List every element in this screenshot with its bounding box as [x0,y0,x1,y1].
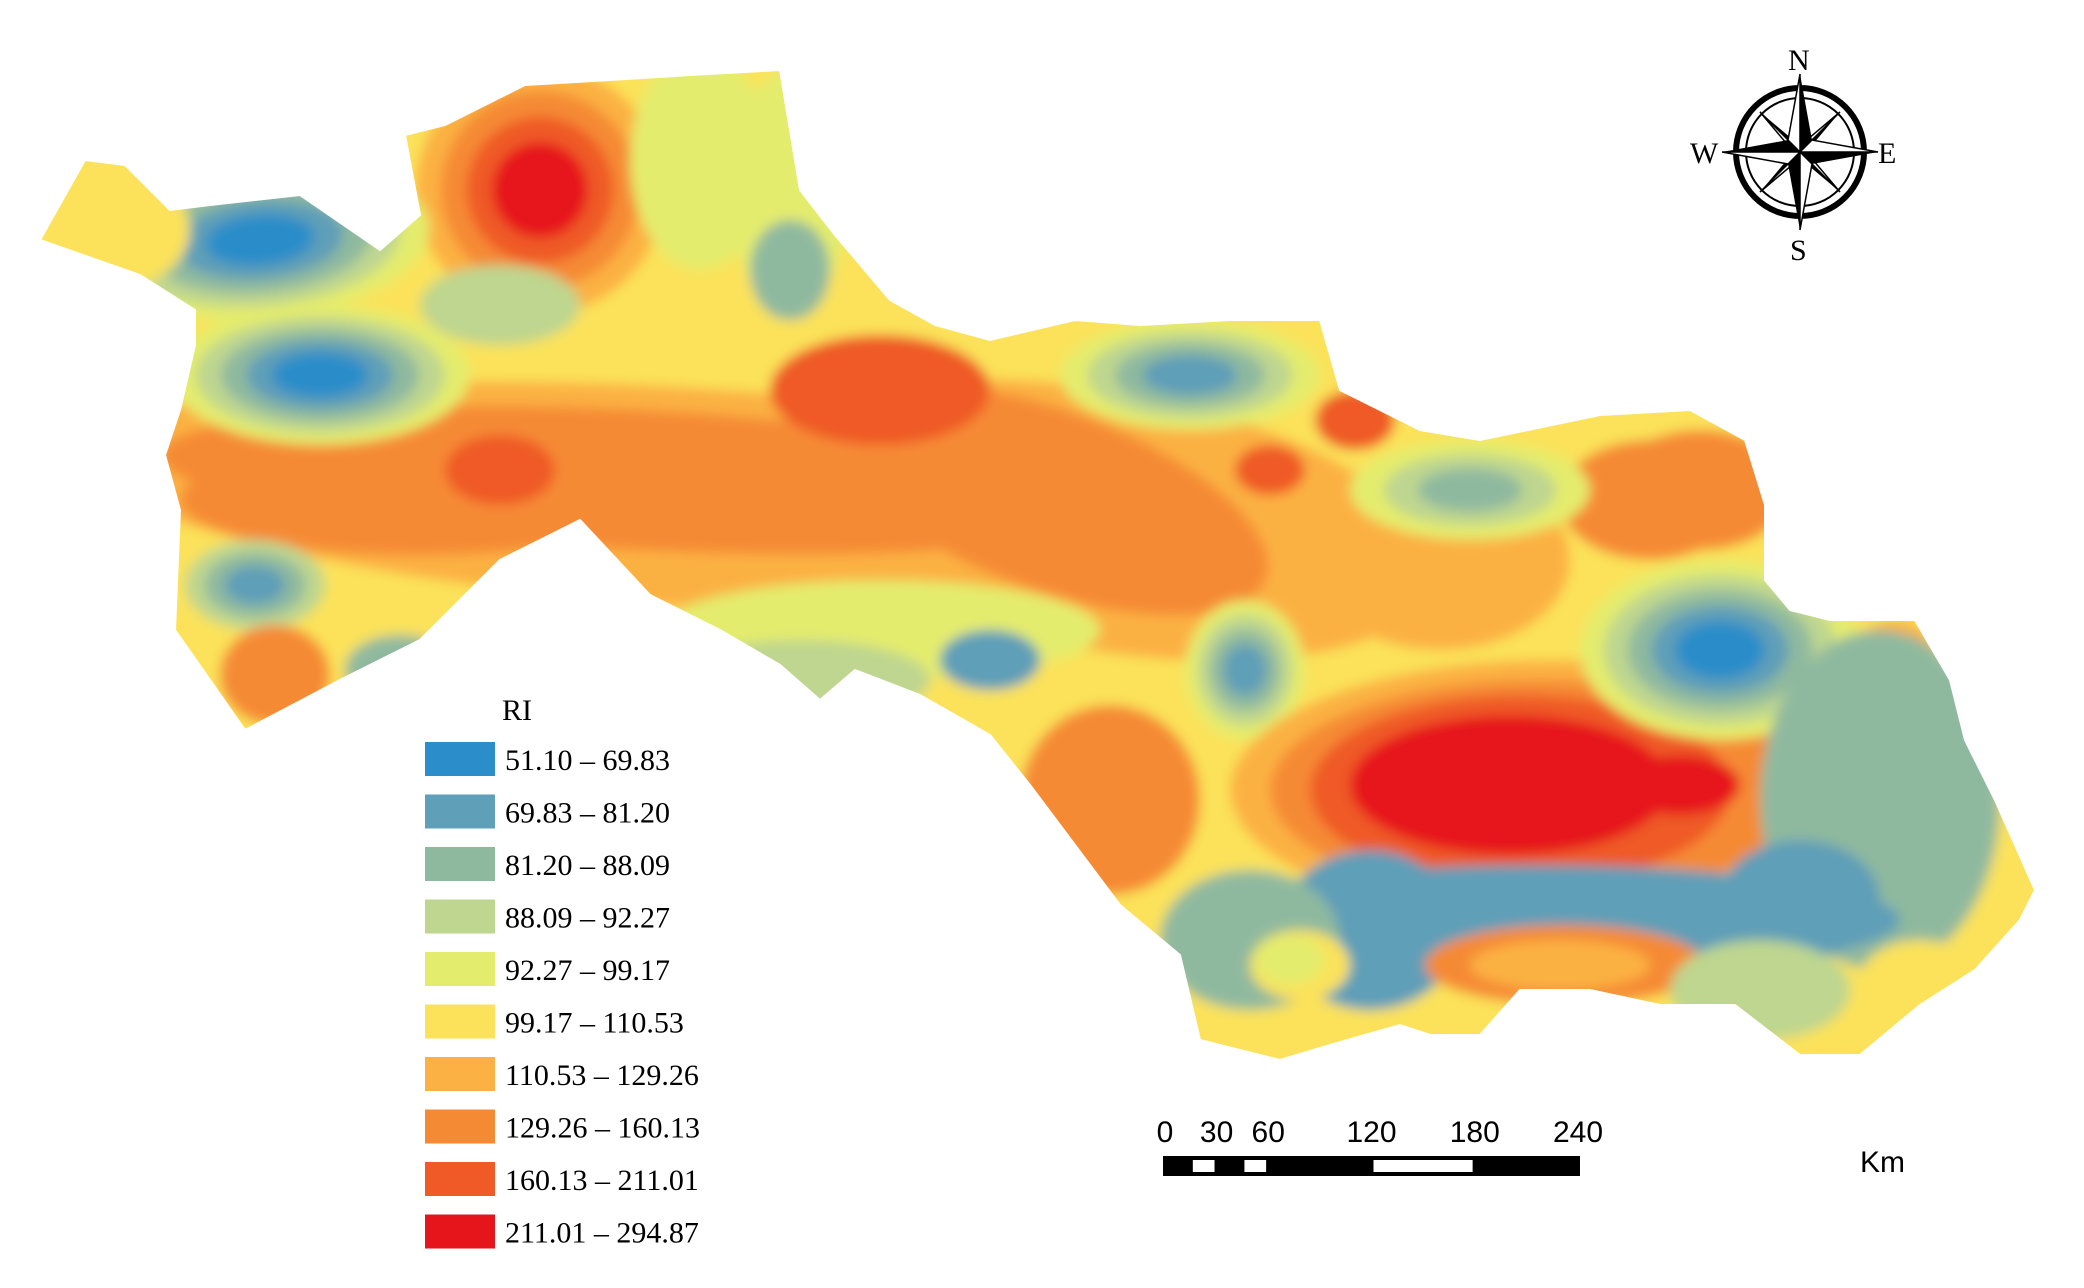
legend: RI 51.10 – 69.83 69.83 – 81.20 81.20 – 88.… [425,694,700,1250]
ri-zone [40,170,190,290]
scale-tick-label: 120 [1346,1116,1396,1149]
scale-tick-label: 240 [1553,1116,1603,1149]
ri-zone [420,265,580,345]
legend-swatch [425,1214,495,1249]
ri-zone [770,335,990,445]
legend-swatch [425,1004,495,1039]
legend-swatch [425,794,495,829]
scale-tick-label: 30 [1200,1116,1233,1149]
ri-zone [831,384,1269,616]
ri-zone [1860,940,1980,1020]
scale-segment [1240,1156,1271,1176]
ri-zone [940,630,1040,690]
legend-swatch [425,1057,495,1091]
scale-segment [1266,1156,1374,1176]
legend-title: RI [502,694,532,727]
ri-zone [1610,430,1790,550]
legend-swatch [425,899,495,934]
ri-zone [1418,468,1522,512]
scale-tick-label: 60 [1252,1116,1285,1149]
ri-zone [180,445,660,555]
compass-rose: N S E W [1690,44,1896,267]
scale-segment [1472,1156,1580,1176]
legend-label: 211.01 – 294.87 [505,1217,699,1250]
ri-zone [205,214,315,266]
scale-tick-label: 0 [1157,1116,1174,1149]
ri-zone [1235,445,1305,495]
ri-zone [1720,840,1880,960]
legend-swatch [425,1162,495,1196]
ri-zone [750,220,830,320]
ri-zone [1255,935,1325,985]
legend-label: 51.10 – 69.83 [505,744,670,777]
ri-zone [445,435,555,505]
compass-w: W [1690,137,1719,170]
ri-zone [1142,355,1238,395]
ri-zone [1350,715,1670,855]
legend-swatch [425,1109,495,1144]
ri-zone [1020,705,1200,895]
legend-swatch [425,847,495,881]
scale-tick-label: 180 [1450,1116,1500,1149]
compass-s: S [1790,234,1807,267]
scale-segment [1369,1156,1477,1176]
region-outline [38,68,2037,1062]
compass-e: E [1878,137,1896,170]
scale-bar: 0 30 60 120 180 240 Km [1157,1116,1905,1179]
ri-zone [670,640,930,720]
compass-star-icon [1721,73,1879,231]
legend-label: 99.17 – 110.53 [505,1007,684,1040]
legend-label: 129.26 – 160.13 [505,1112,700,1145]
legend-label: 110.53 – 129.26 [505,1059,699,1092]
ri-zone [1470,940,1650,990]
ri-zone [1315,390,1395,450]
scale-segment [1214,1156,1245,1176]
legend-label: 69.83 – 81.20 [505,797,670,830]
legend-label: 160.13 – 211.01 [505,1164,699,1197]
ri-zone [492,142,588,238]
ri-zone [272,352,368,398]
legend-label: 88.09 – 92.27 [505,902,670,935]
scale-unit: Km [1860,1146,1905,1179]
compass-n: N [1788,44,1810,77]
ri-zone [1675,621,1765,679]
ri-zone [1620,755,1740,815]
legend-swatch [425,742,495,776]
legend-label: 92.27 – 99.17 [505,954,670,987]
legend-label: 81.20 – 88.09 [505,849,670,882]
scale-segment [1163,1156,1193,1176]
ri-zone [224,565,286,605]
scale-segment [1188,1156,1219,1176]
ri-zone [1223,644,1267,696]
ri-zone [220,625,330,725]
legend-swatch [425,952,495,986]
